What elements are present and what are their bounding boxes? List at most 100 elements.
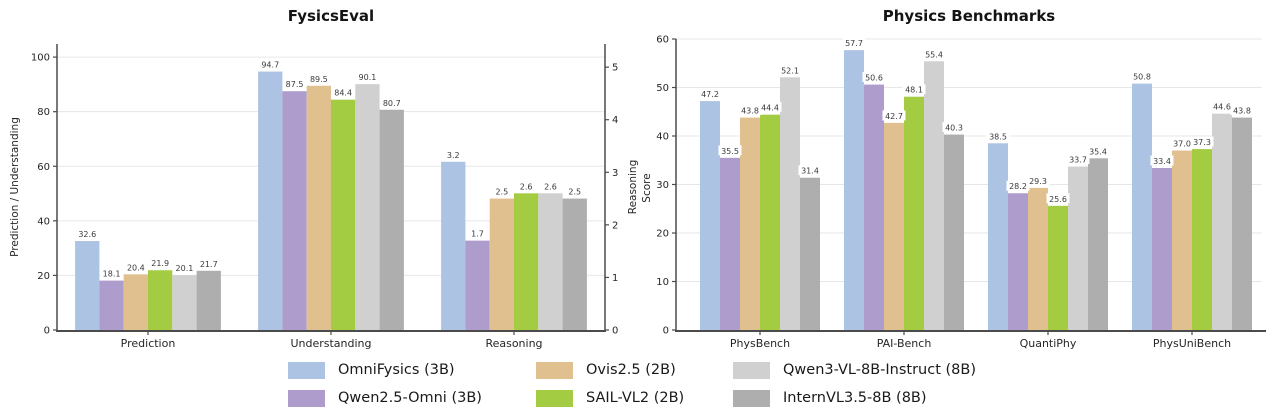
- bar-value-label: 47.2: [701, 90, 719, 99]
- bar-value-bg: [1086, 145, 1110, 156]
- bar-value-bg: [1210, 101, 1234, 112]
- x-category-label: QuantiPhy: [1020, 337, 1077, 350]
- bar-value-bg: [1130, 71, 1154, 82]
- bar-value-label: 35.5: [721, 147, 739, 156]
- reasoning-tick-label: 5: [612, 63, 618, 74]
- bar-value-label: 20.4: [127, 263, 145, 272]
- bar: [1028, 187, 1048, 330]
- bar-value-bg: [100, 268, 124, 279]
- bar: [379, 109, 404, 331]
- bar-value-label: 84.4: [334, 89, 352, 98]
- bar: [1132, 83, 1152, 331]
- x-category-label: PhysBench: [730, 337, 790, 350]
- bar-value-bg: [283, 78, 307, 89]
- bar: [1088, 158, 1108, 330]
- bar-value-label: 2.5: [495, 188, 508, 197]
- bar-value-label: 20.1: [176, 264, 194, 273]
- bar-value-bg: [1170, 138, 1194, 149]
- bar: [780, 77, 800, 330]
- reasoning-axis-label: Reasoning: [627, 159, 639, 215]
- bar: [1152, 168, 1172, 330]
- bar-value-label: 32.6: [78, 230, 96, 239]
- reasoning-tick-label: 2: [612, 220, 618, 231]
- bar-value-bg: [882, 110, 906, 121]
- bar-value-bg: [492, 186, 511, 197]
- bar-value-bg: [380, 97, 404, 108]
- bar-value-bg: [541, 180, 560, 191]
- x-category-label: Understanding: [290, 337, 371, 350]
- bar-value-bg: [124, 261, 148, 272]
- bar: [441, 161, 466, 330]
- bar-value-bg: [1230, 105, 1254, 116]
- bar: [864, 84, 884, 330]
- bar-value-bg: [565, 186, 584, 197]
- y-tick-label: 20: [37, 271, 50, 282]
- bar-value-label: 89.5: [310, 75, 328, 84]
- bar-value-bg: [942, 122, 966, 133]
- x-category-label: Reasoning: [485, 337, 542, 350]
- bar: [538, 193, 563, 330]
- bar-value-label: 2.5: [568, 188, 581, 197]
- bar-value-bg: [862, 72, 886, 83]
- bar-value-label: 33.4: [1153, 157, 1171, 166]
- bar: [844, 50, 864, 330]
- bar-value-bg: [355, 71, 379, 82]
- left-axis-label: Prediction / Understanding: [9, 117, 21, 257]
- bar: [196, 270, 221, 330]
- bar-value-label: 21.9: [151, 259, 169, 268]
- bar: [172, 275, 197, 330]
- reasoning-tick-label: 3: [612, 168, 618, 179]
- bar: [282, 91, 307, 331]
- bar: [988, 143, 1008, 330]
- bar: [700, 101, 720, 330]
- bar-value-label: 50.6: [865, 74, 883, 83]
- bar-value-label: 94.7: [261, 61, 279, 70]
- bar-value-bg: [1006, 180, 1030, 191]
- bar: [514, 193, 539, 330]
- bar-value-label: 38.5: [989, 132, 1007, 141]
- bar-value-label: 50.8: [1133, 73, 1151, 82]
- y-tick-label: 40: [37, 216, 50, 227]
- bar-value-bg: [258, 59, 282, 70]
- bar: [562, 198, 587, 330]
- bar-value-bg: [758, 102, 782, 113]
- bar-value-label: 21.7: [200, 260, 218, 269]
- bar-value-label: 2.6: [544, 182, 557, 191]
- bar-value-bg: [444, 149, 463, 160]
- bar: [331, 99, 356, 330]
- y-tick-label: 100: [31, 53, 50, 64]
- bar-value-label: 48.1: [905, 86, 923, 95]
- bar: [884, 122, 904, 330]
- bar-value-label: 18.1: [103, 270, 121, 279]
- bar: [258, 71, 283, 330]
- bar-value-bg: [922, 48, 946, 59]
- bar-value-label: 44.6: [1213, 103, 1231, 112]
- y-tick-label: 80: [37, 107, 50, 118]
- bar: [800, 177, 820, 330]
- bar: [123, 274, 148, 330]
- bar-value-bg: [75, 228, 99, 239]
- bar-value-label: 40.3: [945, 124, 963, 133]
- bar: [1008, 193, 1028, 330]
- bar-value-bg: [331, 87, 355, 98]
- score-tick-label: 60: [656, 35, 669, 46]
- bar-value-label: 31.4: [801, 167, 819, 176]
- bar-value-bg: [307, 73, 331, 84]
- bar-value-bg: [902, 84, 926, 95]
- bar-value-label: 90.1: [359, 73, 377, 82]
- bar: [148, 270, 173, 330]
- bar-value-bg: [517, 180, 536, 191]
- bar: [355, 84, 380, 330]
- y-tick-label: 60: [37, 162, 50, 173]
- bar-value-label: 52.1: [781, 66, 799, 75]
- y-tick-label: 0: [44, 326, 50, 337]
- bar-value-label: 1.7: [471, 230, 484, 239]
- score-tick-label: 30: [656, 180, 669, 191]
- bar: [99, 280, 124, 330]
- reasoning-tick-label: 4: [612, 115, 618, 126]
- bar-value-bg: [738, 105, 762, 116]
- bar: [904, 96, 924, 330]
- bar-value-label: 42.7: [885, 112, 903, 121]
